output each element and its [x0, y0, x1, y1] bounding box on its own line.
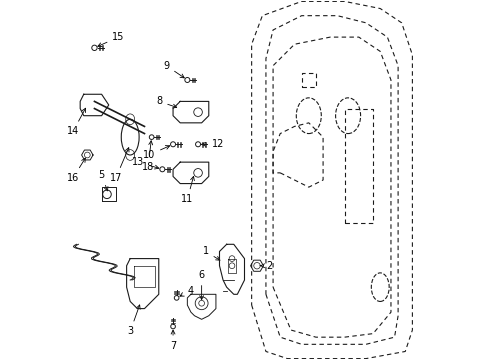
Text: 12: 12 — [202, 139, 224, 149]
Text: 5: 5 — [98, 170, 108, 191]
Text: 7: 7 — [170, 330, 176, 351]
Text: 1: 1 — [202, 247, 220, 260]
Text: 9: 9 — [163, 61, 184, 78]
Text: 18: 18 — [142, 141, 154, 172]
Text: 16: 16 — [67, 158, 85, 183]
Text: 8: 8 — [156, 96, 176, 108]
Text: 6: 6 — [198, 270, 204, 300]
Text: 3: 3 — [127, 305, 140, 337]
Text: 2: 2 — [260, 261, 272, 271]
Text: 14: 14 — [67, 108, 85, 136]
Text: 17: 17 — [109, 148, 129, 183]
Text: 11: 11 — [181, 176, 194, 204]
Text: 15: 15 — [98, 32, 124, 46]
Text: 10: 10 — [142, 145, 169, 160]
Text: 4: 4 — [180, 286, 193, 296]
Text: 13: 13 — [132, 157, 159, 169]
